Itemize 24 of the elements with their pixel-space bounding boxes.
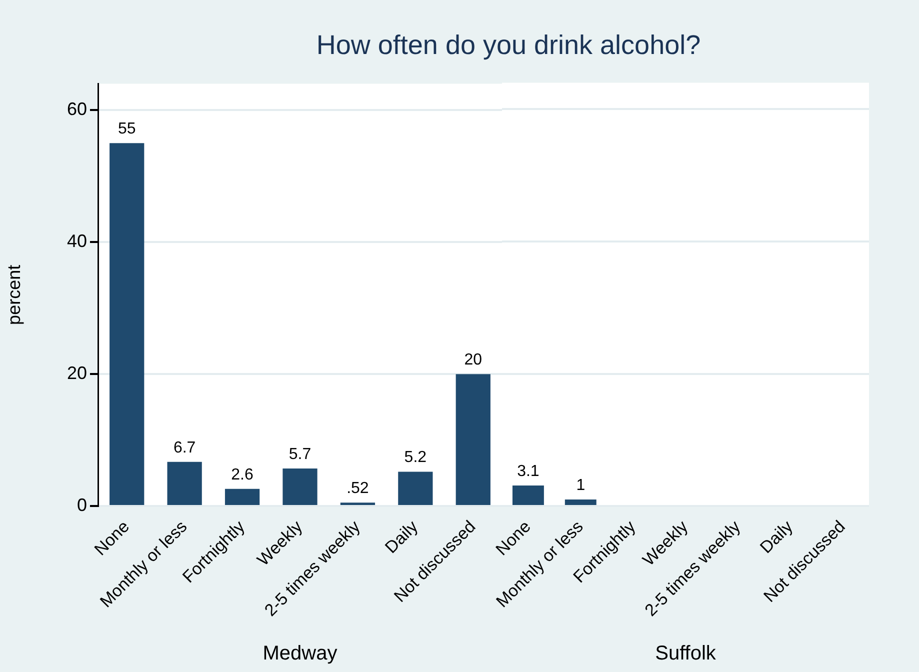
data-label: 2.6 (231, 466, 254, 484)
y-tick-label: 40 (66, 231, 87, 252)
data-label: 1 (576, 476, 586, 494)
data-label: 5.7 (288, 446, 312, 463)
data-label: 55 (118, 120, 136, 138)
bar (398, 472, 433, 506)
x-axis-title: Suffolk (655, 642, 717, 665)
data-label: 6.7 (173, 439, 196, 456)
bar (167, 462, 202, 506)
bar (340, 502, 376, 506)
data-label: .52 (346, 480, 369, 498)
y-axis-title: percent (4, 264, 24, 325)
chart-title: How often do you drink alcohol? (315, 30, 702, 61)
bar (224, 488, 260, 506)
bar (282, 468, 318, 506)
y-tick-label: 20 (66, 363, 87, 384)
data-label: 20 (464, 352, 482, 369)
y-tick-label: 60 (66, 99, 87, 120)
data-label: 3.1 (517, 462, 540, 480)
y-tick-label: 0 (76, 495, 87, 516)
x-axis-title: Medway (262, 642, 338, 665)
bar (110, 143, 144, 506)
bar (456, 374, 490, 506)
data-label: 5.2 (404, 449, 427, 466)
